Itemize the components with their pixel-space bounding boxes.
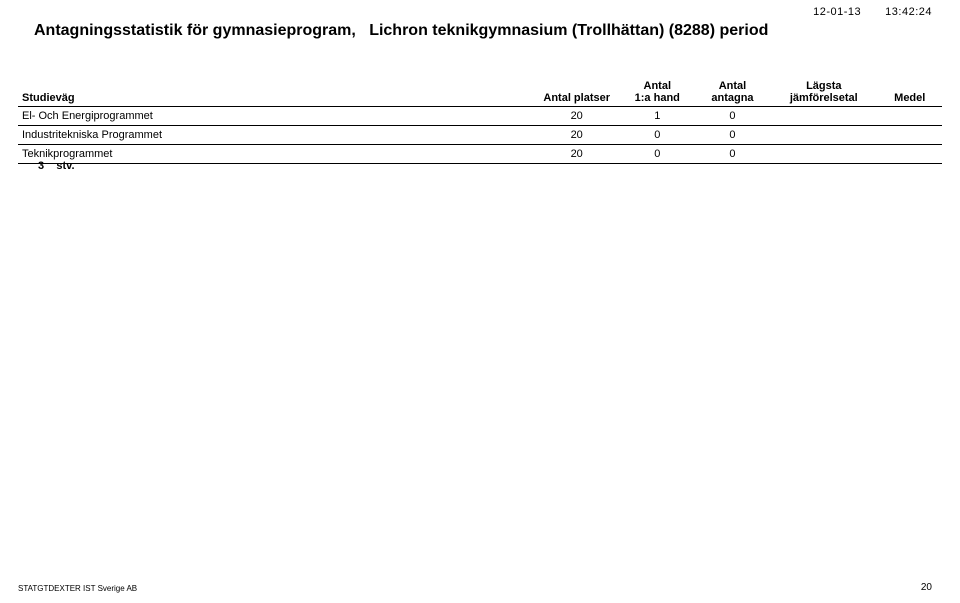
cell-hand: 0 [620,126,695,145]
date-text: 12-01-13 [813,6,861,18]
cell-hand: 1 [620,107,695,126]
title-school: Lichron teknikgymnasium (Trollhättan) (8… [369,22,768,39]
page-title: Antagningsstatistik för gymnasieprogram,… [34,22,768,40]
col-medel: Medel [878,78,942,107]
col-antagna-l2: antagna [699,92,766,104]
col-hand-l1: Antal [624,80,691,92]
col-platser: Antal platser [534,78,620,107]
table-row: Teknikprogrammet 20 0 0 [18,145,942,164]
cell-lagsta [770,145,877,164]
cell-medel [878,126,942,145]
page-number: 20 [921,582,932,593]
stats-table: Studieväg Antal platser Antal 1:a hand A… [18,78,942,164]
footer-left: STATGTDEXTER IST Sverige AB [18,584,137,593]
time-text: 13:42:24 [885,6,932,18]
cell-medel [878,145,942,164]
cell-platser: 20 [534,126,620,145]
timestamp: 12-01-13 13:42:24 [789,6,932,18]
table-row: El- Och Energiprogrammet 20 1 0 [18,107,942,126]
summary-line: 3 stv. [38,160,75,172]
table-row: Industritekniska Programmet 20 0 0 [18,126,942,145]
col-antagna: Antal antagna [695,78,770,107]
summary-unit: stv. [56,160,74,172]
cell-name: Industritekniska Programmet [18,126,534,145]
stats-table-wrap: Studieväg Antal platser Antal 1:a hand A… [18,78,942,164]
cell-antagna: 0 [695,107,770,126]
cell-lagsta [770,126,877,145]
cell-name: El- Och Energiprogrammet [18,107,534,126]
col-studievag: Studieväg [18,78,534,107]
col-lagsta-l2: jämförelsetal [774,92,873,104]
cell-hand: 0 [620,145,695,164]
col-lagsta-l1: Lägsta [774,80,873,92]
cell-medel [878,107,942,126]
cell-platser: 20 [534,145,620,164]
col-antagna-l1: Antal [699,80,766,92]
col-lagsta: Lägsta jämförelsetal [770,78,877,107]
cell-antagna: 0 [695,126,770,145]
title-prefix: Antagningsstatistik för gymnasieprogram, [34,22,356,39]
cell-name: Teknikprogrammet [18,145,534,164]
cell-platser: 20 [534,107,620,126]
summary-count: 3 [38,160,44,172]
col-hand-l2: 1:a hand [624,92,691,104]
cell-lagsta [770,107,877,126]
cell-antagna: 0 [695,145,770,164]
col-hand: Antal 1:a hand [620,78,695,107]
header-row: Studieväg Antal platser Antal 1:a hand A… [18,78,942,107]
